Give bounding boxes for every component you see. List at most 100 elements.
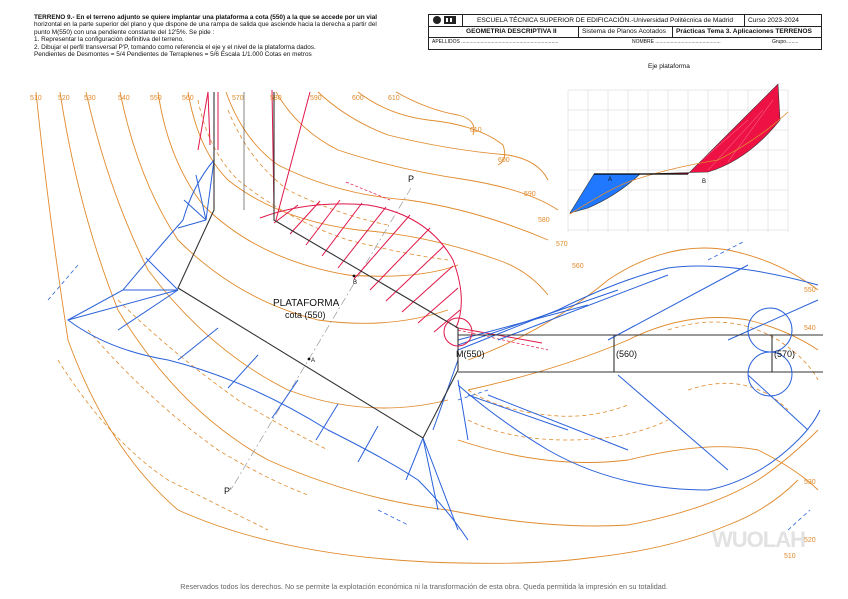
contour-label: 610 <box>470 127 482 134</box>
contour-label: 590 <box>310 95 322 102</box>
contour-540 <box>119 91 449 324</box>
modified-contours <box>57 99 819 531</box>
fill-dashed-line <box>47 264 79 301</box>
profile-terrain-line <box>569 111 789 215</box>
fill-line <box>422 437 439 511</box>
contour-label: 580 <box>538 217 550 224</box>
fill-line <box>315 403 339 441</box>
fill-line <box>195 174 207 221</box>
fill-line <box>422 437 459 531</box>
student-row: APELLIDOS ..............................… <box>429 37 821 48</box>
fill-line <box>405 437 424 481</box>
problem-line: Pendientes de Desmontes = 5/4 Pendientes… <box>34 51 312 59</box>
fill-line <box>271 379 299 419</box>
dashed-contour <box>197 99 449 261</box>
contour-510 <box>35 91 799 564</box>
ramp-circle <box>747 307 793 353</box>
fill-dashed-line <box>787 509 811 531</box>
dashed-contour <box>87 329 309 496</box>
cut-line <box>305 199 341 246</box>
profile-label-a: A <box>608 177 612 183</box>
contour-560 <box>187 91 549 296</box>
platform-level: cota (550) <box>285 310 326 320</box>
dashed-contour <box>687 382 789 411</box>
contour-label: 590 <box>524 191 536 198</box>
cut-line <box>197 91 209 151</box>
fill-dashed-line <box>707 241 744 261</box>
group-label: Grupo <box>772 39 786 45</box>
cut-line <box>289 200 321 235</box>
fill-dashed-line <box>457 389 489 401</box>
profile-inset: Eje plataforma A B <box>567 63 789 232</box>
profile-section-line <box>231 187 412 489</box>
logo-icon <box>433 16 456 24</box>
name-field: NOMBRE .................................… <box>632 39 721 45</box>
fill-line <box>67 289 179 321</box>
dashed-contour <box>117 299 329 451</box>
profile-label-b: B <box>702 179 706 185</box>
surname-field: APELLIDOS ..............................… <box>432 39 559 45</box>
contour-550-lower <box>467 247 819 361</box>
cut-line <box>353 214 411 280</box>
problem-line: horizontal en la parte superior del plan… <box>34 21 377 29</box>
cut-line <box>385 245 445 302</box>
fill-boundary-left <box>67 159 469 541</box>
cut-line <box>369 227 431 291</box>
contour-label: 540 <box>804 325 816 332</box>
contour-550 <box>157 91 459 277</box>
school-logo <box>429 15 463 26</box>
dashed-contour <box>57 359 269 531</box>
subject-row: GEOMETRIA DESCRIPTIVA II Sistema de Plan… <box>429 26 821 38</box>
group-field: Grupo......... <box>772 39 799 45</box>
cut-line <box>337 206 387 269</box>
profile-p-label: P <box>408 174 414 184</box>
school-name: ESCUELA TÉCNICA SUPERIOR DE EDIFICACIÓN.… <box>463 15 745 26</box>
contour-labels-right-top: 610 600 590 580 570 560 <box>470 127 584 270</box>
surname-label: APELLIDOS <box>432 39 460 45</box>
contour-label: 530 <box>84 95 96 102</box>
contour-labels-top: 510 520 530 540 550 560 570 580 590 600 … <box>30 95 400 102</box>
fill-line <box>747 374 809 431</box>
profile-p-prime-label: P' <box>224 486 232 496</box>
fill-line <box>177 219 207 229</box>
problem-line: 1. Representar la configuración definiti… <box>34 36 184 44</box>
copyright-footer: Reservados todos los derechos. No se per… <box>180 582 668 591</box>
contour-520 <box>59 91 819 527</box>
cut-boundary <box>259 203 462 329</box>
cut-line <box>417 287 459 324</box>
fill-line <box>457 289 619 346</box>
title-row: ESCUELA TÉCNICA SUPERIOR DE EDIFICACIÓN.… <box>429 15 821 27</box>
contour-570 <box>225 91 549 241</box>
contour-label: 570 <box>232 95 244 102</box>
contour-600 <box>357 91 506 166</box>
contour-label: 550 <box>150 95 162 102</box>
course: Curso 2023-2024 <box>748 17 799 24</box>
ramp-circle <box>747 351 793 397</box>
problem-line: 2. Dibujar el perfil transversal P'P, to… <box>34 43 316 51</box>
fill-line <box>177 327 219 361</box>
point-m-label: M(550) <box>456 349 485 359</box>
fill-line <box>183 199 207 221</box>
point-a-marker <box>307 357 311 361</box>
cut-dashed-line <box>345 181 391 201</box>
dashed-contour <box>667 321 819 381</box>
fill-slopes <box>67 159 821 541</box>
contour-label: 540 <box>118 95 130 102</box>
platform-outline <box>177 92 823 439</box>
cut-slopes <box>197 89 543 344</box>
dashed-contour <box>227 109 389 226</box>
fill-dashed <box>47 241 811 531</box>
fill-line <box>617 374 729 471</box>
contour-580 <box>275 91 559 211</box>
contour-label: 570 <box>556 241 568 248</box>
fill-line <box>145 257 179 291</box>
point-b-label: B <box>353 280 357 286</box>
contour-labels-right-bottom: 550 540 530 520 510 <box>784 287 816 560</box>
point-a-label: A <box>311 358 315 364</box>
contour-label: 560 <box>572 263 584 270</box>
profile-cut-section <box>639 83 781 175</box>
cut-line <box>401 265 454 313</box>
system: Sistema de Planos Acotados <box>579 26 673 37</box>
contour-label: 580 <box>270 95 282 102</box>
practice: Prácticas Tema 3. Aplicaciones TERRENOS <box>676 28 812 35</box>
